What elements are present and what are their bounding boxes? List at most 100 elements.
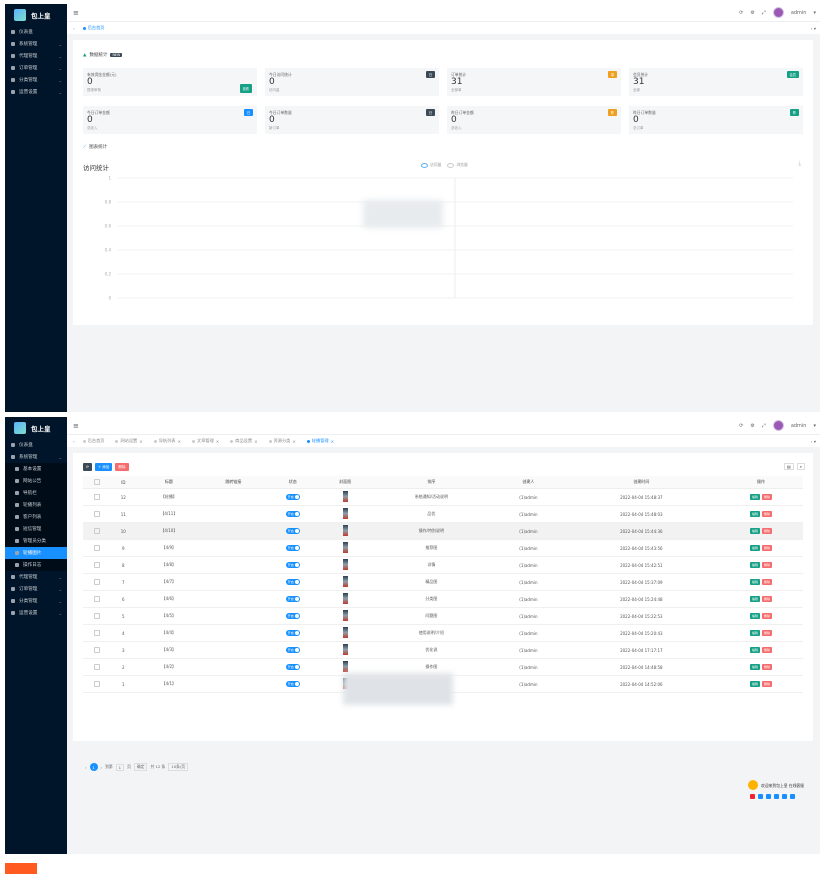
tab-close-icon[interactable]: ×	[254, 438, 258, 444]
status-toggle[interactable]: 开启	[285, 511, 300, 517]
add-button[interactable]: + 添加	[95, 463, 113, 471]
legend-item[interactable]: 访问量	[421, 162, 441, 168]
chat-keyboard-icon[interactable]	[758, 794, 763, 799]
select-all-header[interactable]	[83, 476, 111, 489]
sidebar-item[interactable]: 运营设置 ⌄	[5, 607, 67, 619]
chat-menu-icon[interactable]	[790, 794, 795, 799]
row-checkbox[interactable]	[93, 680, 100, 687]
sidebar-item[interactable]: 分类管理 ⌄	[5, 595, 67, 607]
chevron-down-icon[interactable]: ▾	[813, 422, 816, 429]
tab-item[interactable]: 轮播管理 ×	[304, 437, 337, 445]
tab-item[interactable]: 网站设置 ×	[112, 437, 145, 445]
delete-row-button[interactable]: 删除	[762, 511, 773, 517]
cover-thumbnail[interactable]	[342, 491, 348, 502]
row-select-cell[interactable]	[83, 590, 111, 608]
table-row[interactable]: 11 【4/11】 开启 品优 (1)admin 2022-04-04 15:48:03 编…	[83, 505, 803, 523]
row-checkbox[interactable]	[93, 544, 100, 551]
table-row[interactable]: 10 【4/10】 开启 操作/特别说明 (1)admin 2022-04-04 15:4…	[83, 522, 803, 540]
edit-button[interactable]: 编辑	[749, 511, 760, 517]
chat-logo-icon[interactable]	[750, 794, 755, 799]
cover-thumbnail[interactable]	[342, 593, 348, 604]
tab-close-icon[interactable]: ×	[215, 438, 220, 444]
settings-icon[interactable]: ⚙	[750, 9, 755, 16]
status-toggle[interactable]: 开启	[285, 545, 300, 551]
username[interactable]: admin	[790, 9, 807, 16]
tab-close-icon[interactable]: ×	[177, 438, 182, 444]
sidebar-item[interactable]: 订单管理 ⌄	[5, 583, 67, 595]
row-checkbox[interactable]	[93, 612, 100, 619]
table-row[interactable]: 9 【4/9】 开启 推荐图 (1)admin 2022-04-04 15:43:56 编辑…	[83, 539, 803, 557]
sidebar-item[interactable]: 操作日志	[5, 559, 67, 571]
sidebar-item[interactable]: 订单管理 ⌄	[5, 62, 67, 74]
delete-row-button[interactable]: 删除	[762, 562, 773, 568]
sidebar-item[interactable]: 短信管理	[5, 523, 67, 535]
table-row[interactable]: 3 【4/3】 开启 优化说 (1)admin 2022-04-04 17:17:17 编辑…	[83, 641, 803, 659]
sidebar-item[interactable]: 代理管理 ⌄	[5, 571, 67, 583]
tabs-right-arrow-icon[interactable]: › ▾	[810, 25, 816, 31]
tabs-left-arrow-icon[interactable]: ‹	[73, 25, 75, 31]
confirm-button[interactable]: 确定	[133, 763, 148, 771]
row-checkbox[interactable]	[93, 527, 100, 534]
sidebar-item[interactable]: 运营设置 ⌄	[5, 86, 67, 98]
status-toggle[interactable]: 开启	[285, 494, 300, 500]
sidebar-item[interactable]: 轮播列表	[5, 499, 67, 511]
tab-item[interactable]: 文章管理 ×	[189, 437, 222, 445]
delete-row-button[interactable]: 删除	[762, 681, 773, 687]
row-select-cell[interactable]	[83, 488, 111, 506]
avatar[interactable]	[772, 7, 784, 18]
status-toggle[interactable]: 开启	[285, 630, 300, 636]
sidebar-item[interactable]: 网站公告	[5, 475, 67, 487]
menu-toggle-icon[interactable]: ≡	[73, 421, 79, 430]
delete-row-button[interactable]: 删除	[762, 579, 773, 585]
row-checkbox[interactable]	[93, 578, 100, 585]
username[interactable]: admin	[790, 422, 807, 429]
page-input[interactable]: 1	[115, 763, 125, 771]
prev-page-icon[interactable]: ‹	[85, 764, 87, 770]
tabs-right-arrow-icon[interactable]: › ▾	[810, 438, 816, 444]
edit-button[interactable]: 编辑	[749, 630, 760, 636]
status-toggle[interactable]: 开启	[285, 596, 300, 602]
tab-item[interactable]: 商品设置 ×	[227, 437, 260, 445]
stat-view-button[interactable]: 查看	[239, 84, 252, 93]
edit-button[interactable]: 编辑	[749, 596, 760, 602]
cover-thumbnail[interactable]	[342, 644, 348, 655]
settings-icon[interactable]: ⚙	[750, 422, 755, 429]
tab-home[interactable]: 后台首页	[80, 24, 108, 32]
row-checkbox[interactable]	[93, 646, 100, 653]
status-toggle[interactable]: 开启	[285, 613, 300, 619]
tab-item[interactable]: 资源分类 ×	[266, 437, 299, 445]
delete-row-button[interactable]: 删除	[762, 494, 773, 500]
chat-emoji-icon[interactable]	[766, 794, 771, 799]
app-logo[interactable]: 包上皇	[5, 4, 67, 26]
sidebar-item[interactable]: 管理员分类	[5, 535, 67, 547]
delete-row-button[interactable]: 删除	[762, 647, 773, 653]
tabs-left-arrow-icon[interactable]: ‹	[73, 438, 75, 444]
sidebar-item[interactable]: 系统管理 ⌄	[5, 451, 67, 463]
delete-row-button[interactable]: 删除	[762, 545, 773, 551]
edit-button[interactable]: 编辑	[749, 545, 760, 551]
row-checkbox[interactable]	[93, 629, 100, 636]
status-toggle[interactable]: 开启	[285, 562, 300, 568]
edit-button[interactable]: 编辑	[749, 562, 760, 568]
fullscreen-icon[interactable]: ⤢	[761, 9, 766, 16]
status-toggle[interactable]: 开启	[285, 664, 300, 670]
cover-thumbnail[interactable]	[342, 661, 348, 672]
delete-row-button[interactable]: 删除	[762, 664, 773, 670]
columns-icon[interactable]: ▤	[783, 463, 794, 470]
table-row[interactable]: 7 【4/7】 开启 精品图 (1)admin 2022-04-04 15:37:09 编辑…	[83, 573, 803, 591]
edit-button[interactable]: 编辑	[749, 579, 760, 585]
sidebar-item[interactable]: 导航栏	[5, 487, 67, 499]
refresh-icon[interactable]: ⟳	[739, 422, 744, 429]
row-select-cell[interactable]	[83, 556, 111, 574]
sidebar-item[interactable]: 轮播图片	[5, 547, 67, 559]
edit-button[interactable]: 编辑	[749, 681, 760, 687]
delete-row-button[interactable]: 删除	[762, 596, 773, 602]
tab-close-icon[interactable]: ×	[292, 438, 296, 444]
cover-thumbnail[interactable]	[342, 627, 348, 638]
chat-mic-icon[interactable]	[774, 794, 779, 799]
tab-close-icon[interactable]: ×	[330, 438, 335, 444]
row-select-cell[interactable]	[83, 607, 111, 625]
edit-button[interactable]: 编辑	[749, 613, 760, 619]
table-row[interactable]: 8 【4/8】 开启 详情 (1)admin 2022-04-04 15:42:51 编辑删…	[83, 556, 803, 574]
row-checkbox[interactable]	[93, 561, 100, 568]
